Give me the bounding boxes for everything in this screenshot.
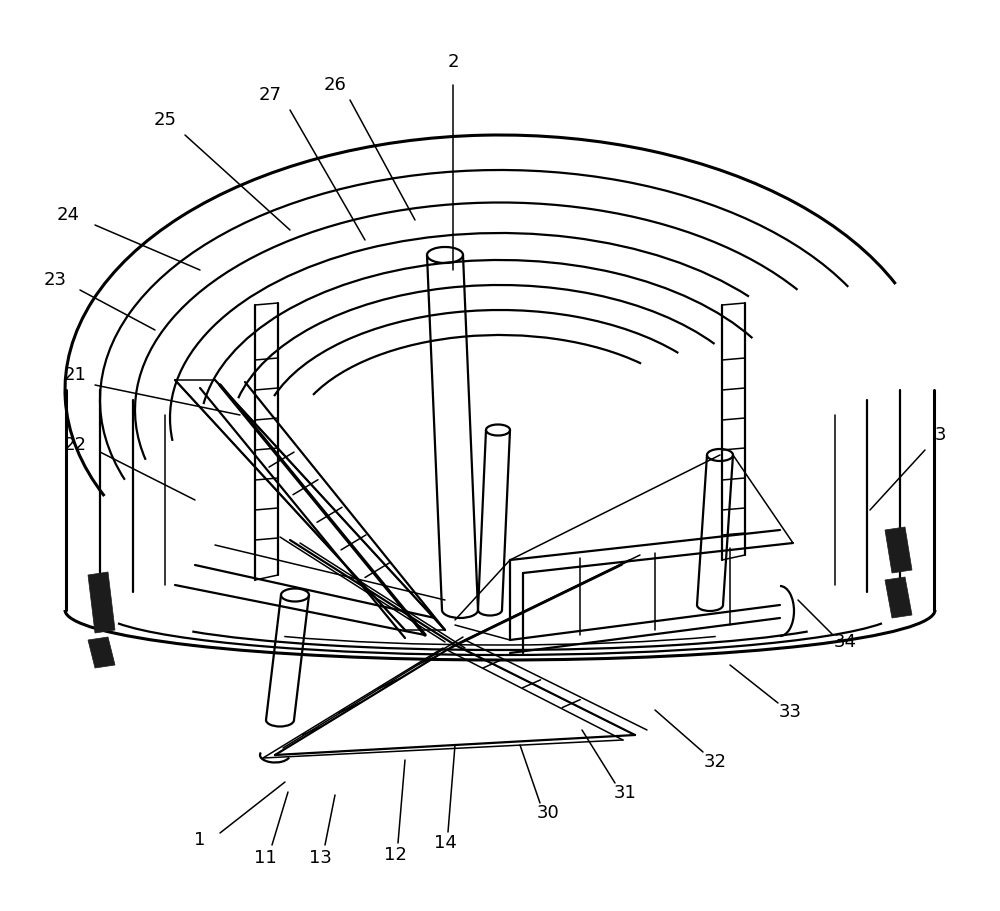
Text: 30: 30: [537, 804, 559, 822]
Text: 31: 31: [614, 784, 636, 802]
Text: 26: 26: [324, 76, 346, 94]
Text: 11: 11: [254, 849, 276, 867]
Text: 14: 14: [434, 834, 456, 852]
Text: 33: 33: [778, 703, 802, 721]
Text: 3: 3: [934, 426, 946, 444]
Polygon shape: [88, 572, 115, 633]
Polygon shape: [88, 637, 115, 668]
Text: 13: 13: [309, 849, 331, 867]
Text: 12: 12: [384, 846, 406, 864]
Text: 25: 25: [154, 111, 176, 129]
Text: 34: 34: [834, 633, 856, 651]
Text: 32: 32: [704, 753, 726, 771]
Text: 21: 21: [64, 366, 86, 384]
Text: 23: 23: [44, 271, 66, 289]
Polygon shape: [885, 577, 912, 618]
Text: 27: 27: [258, 86, 282, 104]
Text: 1: 1: [194, 831, 206, 849]
Polygon shape: [885, 527, 912, 573]
Text: 22: 22: [64, 436, 87, 454]
Text: 2: 2: [447, 53, 459, 71]
Text: 24: 24: [56, 206, 80, 224]
